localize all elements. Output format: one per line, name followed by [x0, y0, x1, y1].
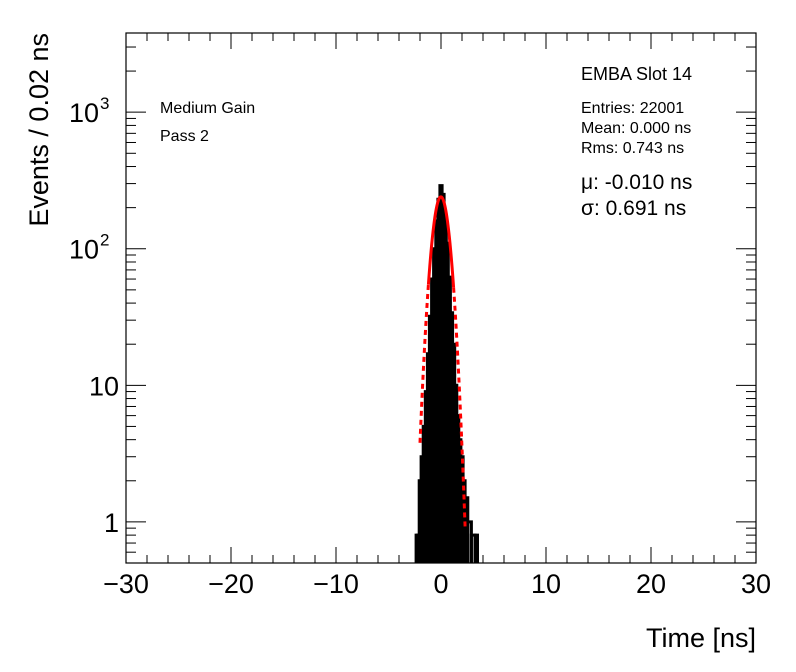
y-tick-label: 10: [89, 371, 119, 401]
fit-mu-label: μ: -0.010 ns: [581, 171, 692, 194]
fit-curve-left-tail: [418, 284, 430, 443]
x-tick-label: 0: [433, 569, 448, 599]
histogram-bin: [473, 533, 479, 563]
rms-label: Rms: 0.743 ns: [581, 140, 684, 157]
x-tick-label: −10: [313, 569, 359, 599]
chart-marks: [414, 184, 479, 563]
gain-label: Medium Gain: [160, 100, 255, 117]
x-axis-title: Time [ns]: [646, 623, 756, 653]
fit-curve: [426, 195, 456, 288]
y-tick-label: 1: [104, 508, 119, 538]
fit-curve-right-tail: [452, 287, 467, 529]
x-tick-label: 30: [741, 569, 771, 599]
entries-label: Entries: 22001: [581, 100, 684, 117]
y-tick-label-exponent: 3: [100, 94, 109, 113]
pass-label: Pass 2: [160, 128, 209, 145]
y-tick-label-exponent: 2: [100, 231, 109, 250]
mean-label: Mean: 0.000 ns: [581, 120, 691, 137]
x-tick-label: −30: [103, 569, 149, 599]
x-tick-label: 10: [531, 569, 561, 599]
y-tick-label: 10: [69, 235, 99, 265]
x-tick-label: 20: [636, 569, 666, 599]
y-axis-title: Events / 0.02 ns: [24, 33, 54, 227]
y-tick-label: 10: [69, 98, 99, 128]
x-tick-label: −20: [208, 569, 254, 599]
module-label: EMBA Slot 14: [581, 64, 692, 84]
fit-sigma-label: σ: 0.691 ns: [581, 197, 686, 220]
